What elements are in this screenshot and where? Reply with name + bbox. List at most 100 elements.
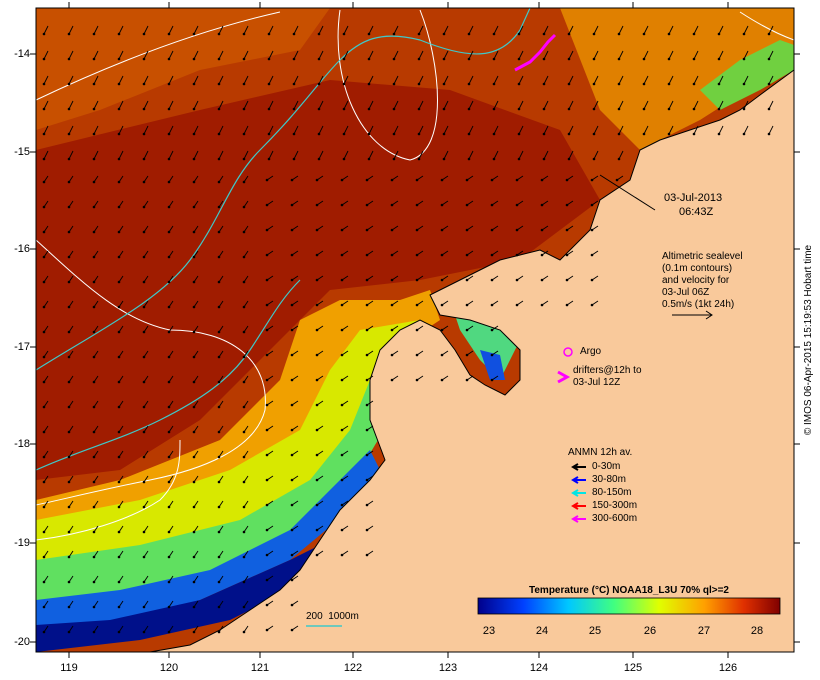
velocity-arrow — [568, 150, 574, 160]
velocity-arrowhead — [742, 107, 746, 111]
velocity-arrowhead — [467, 132, 471, 136]
credit-text: © IMOS 06-Apr-2015 15:19:53 Hobart time — [803, 244, 814, 436]
velocity-arrow — [318, 150, 324, 160]
velocity-arrowhead — [617, 107, 621, 111]
velocity-arrowhead — [142, 380, 146, 384]
velocity-arrowhead — [492, 82, 496, 86]
velocity-arrowhead — [67, 480, 71, 484]
velocity-arrowhead — [67, 430, 71, 434]
velocity-arrow — [618, 75, 624, 85]
velocity-arrowhead — [67, 57, 71, 61]
anmn-legend-arrowhead — [571, 476, 579, 484]
velocity-arrowhead — [217, 555, 221, 559]
velocity-arrow — [443, 100, 449, 110]
velocity-arrowhead — [42, 455, 46, 459]
velocity-arrowhead — [517, 107, 521, 111]
velocity-arrowhead — [242, 255, 246, 259]
velocity-arrow — [343, 150, 349, 160]
velocity-arrow — [293, 75, 299, 85]
velocity-arrowhead — [67, 405, 71, 409]
velocity-arrowhead — [315, 428, 319, 432]
velocity-arrowhead — [290, 203, 294, 207]
lat-tick-label: -19 — [14, 537, 30, 549]
velocity-arrowhead — [167, 205, 171, 209]
velocity-arrow — [393, 125, 399, 135]
velocity-arrowhead — [92, 530, 96, 534]
velocity-arrow — [268, 25, 274, 35]
velocity-arrow — [718, 25, 724, 35]
velocity-arrow — [218, 125, 224, 135]
velocity-arrowhead — [67, 555, 71, 559]
velocity-arrow — [393, 75, 399, 85]
velocity-arrowhead — [415, 253, 419, 257]
velocity-arrowhead — [365, 178, 369, 182]
velocity-arrowhead — [742, 132, 746, 136]
velocity-arrowhead — [92, 205, 96, 209]
velocity-arrowhead — [667, 132, 671, 136]
velocity-arrowhead — [290, 478, 294, 482]
velocity-arrowhead — [540, 178, 544, 182]
velocity-arrowhead — [590, 178, 594, 182]
velocity-arrowhead — [117, 157, 121, 161]
velocity-arrowhead — [192, 205, 196, 209]
velocity-arrowhead — [717, 107, 721, 111]
velocity-arrowhead — [242, 505, 246, 509]
velocity-arrowhead — [292, 132, 296, 136]
altimetry-line: (0.1m contours) — [662, 263, 733, 274]
velocity-arrowhead — [117, 605, 121, 609]
velocity-arrowhead — [642, 57, 646, 61]
velocity-arrow — [418, 100, 424, 110]
velocity-arrowhead — [315, 253, 319, 257]
velocity-arrow — [443, 50, 449, 60]
anmn-legend-label: 0-30m — [592, 461, 621, 472]
velocity-arrowhead — [540, 303, 544, 307]
velocity-arrowhead — [767, 82, 771, 86]
velocity-arrowhead — [492, 32, 496, 36]
lat-tick-label: -20 — [14, 636, 30, 648]
land-mass — [149, 69, 795, 653]
velocity-arrowhead — [317, 157, 321, 161]
velocity-arrow — [143, 100, 149, 110]
velocity-arrowhead — [717, 132, 721, 136]
velocity-arrowhead — [92, 305, 96, 309]
velocity-arrow — [393, 25, 399, 35]
velocity-arrow — [668, 50, 674, 60]
velocity-arrowhead — [692, 32, 696, 36]
velocity-arrowhead — [192, 280, 196, 284]
lon-tick-label: 119 — [60, 662, 78, 674]
velocity-arrowhead — [92, 605, 96, 609]
velocity-arrowhead — [565, 228, 569, 232]
velocity-arrowhead — [142, 530, 146, 534]
velocity-arrowhead — [392, 157, 396, 161]
velocity-arrowhead — [67, 205, 71, 209]
velocity-arrowhead — [42, 305, 46, 309]
velocity-arrowhead — [742, 32, 746, 36]
velocity-arrow — [693, 100, 699, 110]
velocity-arrowhead — [217, 355, 221, 359]
velocity-arrowhead — [242, 57, 246, 61]
velocity-arrowhead — [642, 107, 646, 111]
velocity-arrow — [118, 100, 124, 110]
velocity-arrowhead — [415, 303, 419, 307]
velocity-arrowhead — [42, 157, 46, 161]
velocity-arrowhead — [515, 178, 519, 182]
altimetry-line: 0.5m/s (1kt 24h) — [662, 299, 735, 310]
sea-band-navy — [36, 540, 330, 652]
velocity-arrow — [168, 100, 174, 110]
velocity-arrowhead — [465, 253, 469, 257]
velocity-arrowhead — [217, 305, 221, 309]
velocity-arrow — [93, 150, 99, 160]
velocity-arrow — [93, 100, 99, 110]
velocity-arrowhead — [67, 305, 71, 309]
velocity-arrowhead — [242, 530, 246, 534]
velocity-arrowhead — [167, 355, 171, 359]
velocity-arrowhead — [242, 605, 246, 609]
velocity-arrow — [568, 50, 574, 60]
colorbar — [477, 597, 781, 615]
velocity-arrowhead — [642, 32, 646, 36]
velocity-arrowhead — [67, 157, 71, 161]
velocity-arrow — [718, 50, 724, 60]
velocity-arrowhead — [267, 132, 271, 136]
velocity-arrowhead — [342, 32, 346, 36]
velocity-arrowhead — [217, 330, 221, 334]
